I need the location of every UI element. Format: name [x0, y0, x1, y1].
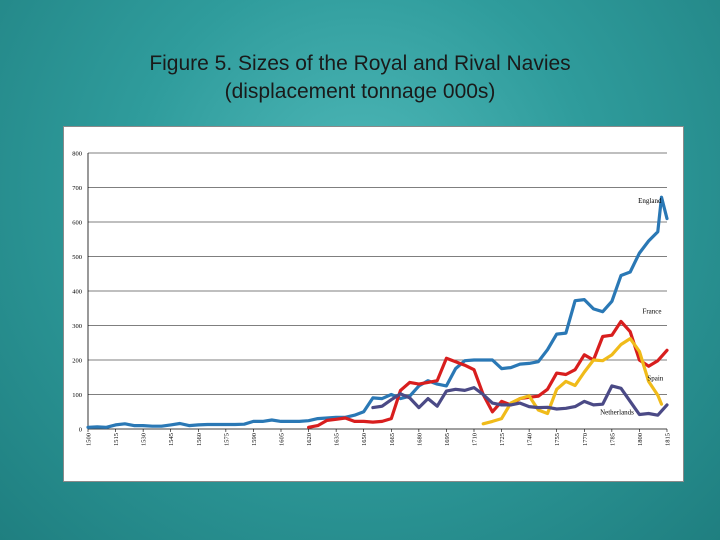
- x-tick-label: 1590: [251, 433, 258, 446]
- slide-title: Figure 5. Sizes of the Royal and Rival N…: [60, 50, 660, 106]
- y-tick-label: 500: [72, 254, 82, 261]
- x-tick-label: 1815: [665, 433, 672, 446]
- x-tick-label: 1665: [389, 433, 396, 446]
- x-tick-label: 1770: [582, 433, 589, 446]
- x-tick-label: 1605: [279, 433, 286, 446]
- y-tick-label: 800: [72, 151, 82, 158]
- x-tick-label: 1800: [637, 433, 644, 446]
- y-tick-label: 300: [72, 323, 82, 330]
- y-axis: 0 100 200 300 400 500 600 700 800: [72, 151, 89, 434]
- y-tick-label: 700: [72, 185, 82, 192]
- x-tick-label: 1680: [416, 433, 423, 446]
- y-tick-label: 0: [79, 427, 82, 434]
- x-tick-label: 1740: [527, 433, 534, 446]
- x-axis: 1500 1515 1530 1545 1560 1575 1590 1605 1620 1635…: [86, 429, 672, 446]
- series-line-spain: [481, 337, 664, 426]
- x-tick-label: 1695: [444, 433, 451, 446]
- series-labels: England France Spain Netherlands: [600, 197, 664, 416]
- title-line-2: (displacement tonnage 000s): [224, 80, 496, 103]
- chart-panel: 0 100 200 300 400 500 600 700 800 1500 1515 1530 15…: [63, 126, 684, 482]
- title-line-1: Figure 5. Sizes of the Royal and Rival N…: [149, 52, 571, 75]
- series-label-england: England: [638, 197, 662, 205]
- series-line-netherlands: [371, 384, 669, 417]
- x-tick-label: 1620: [306, 433, 313, 446]
- x-tick-label: 1515: [113, 433, 120, 446]
- x-tick-label: 1560: [196, 433, 203, 446]
- series-line-france: [307, 319, 669, 429]
- x-tick-label: 1530: [141, 433, 148, 446]
- y-tick-label: 200: [72, 358, 82, 365]
- x-tick-label: 1785: [609, 433, 616, 446]
- y-tick-label: 400: [72, 289, 82, 296]
- x-tick-label: 1545: [168, 433, 175, 446]
- series-label-france: France: [642, 307, 661, 315]
- x-tick-label: 1650: [361, 433, 368, 446]
- y-tick-label: 100: [72, 392, 82, 399]
- x-tick-label: 1755: [554, 433, 561, 446]
- series-label-spain: Spain: [647, 375, 663, 383]
- x-tick-label: 1500: [86, 433, 93, 446]
- y-tick-label: 600: [72, 220, 82, 227]
- x-tick-label: 1575: [223, 433, 230, 446]
- x-tick-label: 1710: [472, 433, 479, 446]
- gridlines: [88, 152, 667, 430]
- x-tick-label: 1725: [499, 433, 506, 446]
- x-tick-label: 1635: [334, 433, 341, 446]
- series-lines: [86, 195, 669, 429]
- series-line-england: [86, 195, 669, 429]
- series-label-netherlands: Netherlands: [600, 409, 634, 417]
